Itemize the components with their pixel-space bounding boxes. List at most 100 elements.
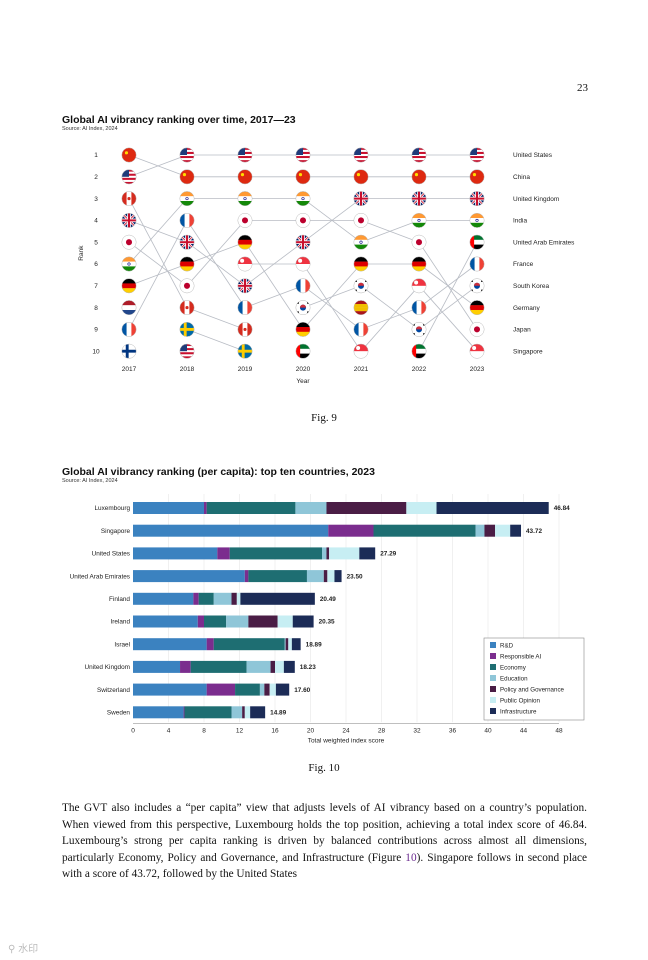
bar-segment-policy-and-governance — [326, 502, 407, 514]
germany-flag-icon — [411, 256, 427, 272]
legend-label: Policy and Governance — [500, 687, 565, 694]
sweden-rank-line — [186, 329, 246, 352]
china-flag-icon — [411, 169, 427, 185]
united-arab-emirates-flag-icon — [411, 343, 427, 359]
united-states-flag-icon — [295, 147, 311, 163]
canada-flag-icon — [179, 300, 195, 316]
legend-label: R&D — [500, 643, 514, 650]
france-flag-icon — [469, 256, 485, 272]
bar-segment-policy-and-governance — [484, 524, 496, 537]
end-country-label: United Arab Emirates — [513, 239, 575, 246]
bar-segment-responsible-ai — [328, 524, 374, 537]
united-states-flag-icon — [469, 147, 485, 163]
india-flag-icon — [353, 234, 369, 250]
page-number: 23 — [577, 82, 588, 94]
bar-segment-economy — [235, 683, 260, 696]
bar-segment-education — [322, 547, 327, 560]
bar-segment-policy-and-governance — [285, 638, 289, 651]
bar-segment-policy-and-governance — [323, 570, 328, 583]
rank-tick-label: 2 — [94, 174, 98, 181]
legend-swatch — [490, 642, 496, 648]
end-country-label: Singapore — [513, 348, 543, 355]
x-tick-label: 40 — [484, 727, 492, 734]
bar-segment-public-opinion — [244, 706, 251, 719]
total-score-label: 20.49 — [320, 596, 336, 603]
bar-segment-infrastructure — [250, 706, 266, 719]
france-flag-icon — [295, 278, 311, 294]
legend-swatch — [490, 675, 496, 681]
end-country-label: China — [513, 174, 530, 181]
japan-flag-icon — [121, 234, 137, 250]
bar-segment-education — [259, 683, 265, 696]
bar-segment-public-opinion — [275, 660, 284, 673]
bar-segment-economy — [373, 524, 476, 537]
end-country-label: Japan — [513, 327, 531, 334]
bar-segment-economy — [206, 502, 296, 514]
germany-flag-icon — [295, 321, 311, 337]
south-korea-rank-line — [302, 285, 362, 308]
country-label: United States — [92, 551, 130, 558]
fig10-caption: Fig. 10 — [308, 762, 340, 774]
body-text-part-2: ). Singapore follows in second place wit… — [62, 851, 587, 881]
x-tick-label: 2021 — [354, 366, 369, 373]
united-arab-emirates-flag-icon — [295, 343, 311, 359]
rank-tick-label: 10 — [92, 348, 100, 355]
bar-segment-economy — [184, 706, 232, 719]
bar-segment-responsible-ai — [204, 502, 207, 514]
x-tick-label: 2018 — [180, 366, 195, 373]
fig9-source: Source: AI Index, 2024 — [62, 126, 118, 132]
singapore-rank-line — [360, 285, 420, 352]
fig9-caption: Fig. 9 — [311, 412, 337, 424]
bar-segment-r-d — [133, 592, 194, 605]
france-flag-icon — [237, 300, 253, 316]
legend-swatch — [490, 697, 496, 703]
x-tick-label: 16 — [271, 727, 279, 734]
bar-segment-education — [306, 570, 324, 583]
united-kingdom-flag-icon — [469, 191, 485, 207]
x-tick-label: 2020 — [296, 366, 311, 373]
bar-segment-economy — [198, 592, 214, 605]
total-score-label: 43.72 — [526, 528, 542, 535]
rank-tick-label: 1 — [94, 152, 98, 159]
x-tick-label: 8 — [202, 727, 206, 734]
south-korea-flag-icon — [469, 278, 485, 294]
bar-segment-responsible-ai — [180, 660, 191, 673]
bar-segment-policy-and-governance — [326, 547, 330, 560]
singapore-flag-icon — [237, 256, 253, 272]
japan-flag-icon — [353, 212, 369, 228]
canada-flag-icon — [121, 191, 137, 207]
united-kingdom-flag-icon — [179, 234, 195, 250]
bar-segment-policy-and-governance — [248, 615, 278, 628]
united-kingdom-flag-icon — [295, 234, 311, 250]
figure-10-link[interactable]: 10 — [405, 851, 417, 864]
bar-segment-education — [246, 660, 271, 673]
japan-flag-icon — [411, 234, 427, 250]
rank-tick-label: 6 — [94, 261, 98, 268]
rank-tick-label: 8 — [94, 305, 98, 312]
x-tick-label: 20 — [307, 727, 315, 734]
france-rank-line — [128, 220, 188, 330]
x-tick-label: 12 — [236, 727, 244, 734]
bar-segment-infrastructure — [283, 660, 295, 673]
total-score-label: 14.89 — [270, 710, 286, 717]
country-label: Sweden — [107, 710, 131, 717]
bar-segment-r-d — [133, 706, 184, 719]
bar-segment-r-d — [133, 524, 329, 537]
germany-flag-icon — [179, 256, 195, 272]
united-states-flag-icon — [179, 343, 195, 359]
united-kingdom-flag-icon — [353, 191, 369, 207]
legend-label: Infrastructure — [500, 709, 537, 716]
bar-segment-responsible-ai — [206, 638, 214, 651]
singapore-flag-icon — [353, 343, 369, 359]
country-label: Luxembourg — [94, 505, 130, 512]
india-rank-line — [128, 198, 188, 265]
x-tick-label: 2022 — [412, 366, 427, 373]
china-flag-icon — [353, 169, 369, 185]
bar-segment-policy-and-governance — [264, 683, 270, 696]
india-flag-icon — [411, 212, 427, 228]
bar-segment-economy — [248, 570, 307, 583]
legend-label: Public Opinion — [500, 698, 540, 705]
china-flag-icon — [121, 147, 137, 163]
france-rank-line — [186, 220, 246, 308]
end-country-label: United States — [513, 152, 553, 159]
